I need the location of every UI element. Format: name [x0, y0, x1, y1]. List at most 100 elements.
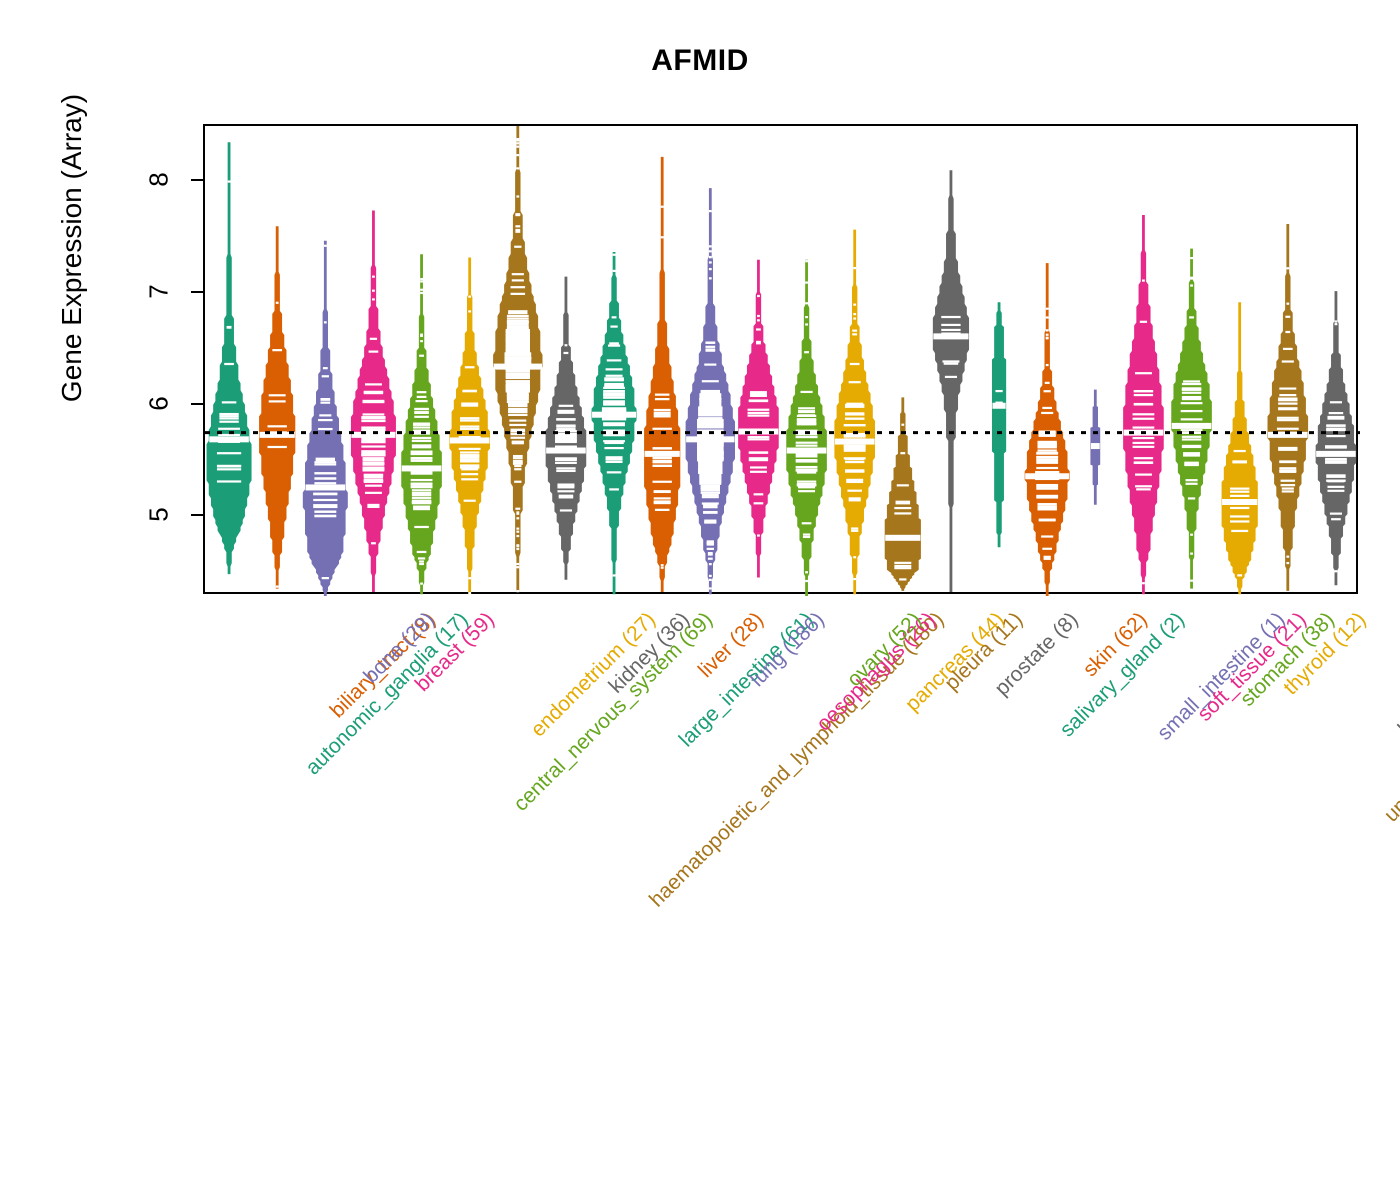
- violin-pleura[interactable]: [884, 397, 921, 591]
- observation-tick: [795, 429, 818, 432]
- observation-tick: [849, 362, 860, 366]
- observation-tick: [318, 427, 333, 431]
- observation-tick: [708, 574, 712, 577]
- violin-endometrium[interactable]: [449, 257, 490, 595]
- violin-stomach[interactable]: [1171, 248, 1212, 589]
- observation-tick: [1142, 582, 1145, 585]
- observation-tick: [314, 482, 337, 485]
- violin-skin[interactable]: [1024, 263, 1070, 596]
- observation-tick: [416, 550, 427, 554]
- violin-upper_aerodigestive_tract[interactable]: [1267, 223, 1309, 591]
- violin-salivary_gland[interactable]: [991, 302, 1007, 548]
- observation-tick: [805, 323, 808, 326]
- observation-tick: [1036, 483, 1059, 487]
- observation-tick: [314, 461, 337, 464]
- violin-large_intestine[interactable]: [591, 251, 637, 595]
- median-marker: [546, 447, 586, 454]
- observation-tick: [512, 457, 523, 460]
- observation-tick: [796, 422, 817, 426]
- observation-tick: [708, 277, 712, 280]
- observation-tick: [1325, 461, 1347, 464]
- observation-tick: [697, 423, 724, 427]
- observation-tick: [995, 389, 1003, 393]
- observation-tick: [697, 446, 724, 449]
- observation-tick: [557, 490, 575, 493]
- observation-tick: [609, 488, 619, 491]
- observation-tick: [557, 486, 575, 489]
- observation-tick: [603, 396, 625, 399]
- observation-tick: [410, 450, 433, 453]
- observation-tick: [698, 409, 723, 412]
- observation-tick: [361, 419, 386, 423]
- observation-tick: [652, 464, 672, 467]
- observation-tick: [511, 442, 524, 445]
- violin-body: [302, 240, 348, 596]
- violin-urinary_tract[interactable]: [1315, 291, 1357, 586]
- observation-tick: [413, 429, 431, 432]
- observation-tick: [1285, 330, 1291, 334]
- observation-tick: [1278, 397, 1298, 400]
- observation-tick: [411, 436, 432, 440]
- observation-tick: [1181, 444, 1202, 448]
- observation-tick: [313, 498, 338, 502]
- observation-tick: [753, 502, 764, 505]
- y-tick-mark: [191, 290, 203, 293]
- violin-small_intestine[interactable]: [1090, 389, 1101, 505]
- observation-tick: [555, 435, 577, 438]
- observation-tick: [845, 403, 865, 407]
- observation-tick: [506, 400, 529, 404]
- observation-tick: [362, 400, 385, 404]
- x-tick-label-autonomic_ganglia[interactable]: autonomic_ganglia (17): [301, 608, 473, 780]
- violin-thyroid[interactable]: [1221, 302, 1258, 595]
- violin-ovary[interactable]: [786, 259, 827, 596]
- observation-tick: [505, 376, 530, 380]
- observation-tick: [847, 489, 862, 492]
- observation-tick: [601, 408, 627, 411]
- violin-lung[interactable]: [685, 188, 736, 595]
- observation-tick: [318, 418, 333, 422]
- observation-tick: [1043, 557, 1051, 560]
- violin-haematopoietic_and_lymphoid_tissue[interactable]: [493, 126, 543, 593]
- observation-tick: [464, 366, 475, 369]
- observation-tick: [845, 417, 865, 420]
- violin-soft_tissue[interactable]: [1123, 215, 1164, 595]
- observation-tick: [505, 390, 530, 393]
- violin-breast[interactable]: [350, 210, 396, 593]
- observation-tick: [510, 433, 526, 436]
- observation-tick: [321, 577, 329, 580]
- violin-body: [259, 226, 296, 589]
- observation-tick: [700, 489, 720, 492]
- x-tick-label-urinary_tract[interactable]: urinary_tract (27): [1390, 608, 1400, 738]
- violin-liver[interactable]: [644, 156, 681, 593]
- observation-tick: [603, 400, 625, 403]
- violin-oesophagus[interactable]: [738, 259, 779, 578]
- observation-tick: [801, 522, 812, 525]
- observation-tick: [369, 337, 378, 340]
- violin-biliary_tract[interactable]: [259, 226, 296, 589]
- observation-tick: [313, 504, 338, 507]
- violin-body: [1315, 291, 1357, 586]
- plot-area: 5 6 7 8: [144, 124, 1360, 596]
- observation-tick: [698, 460, 723, 464]
- violin-kidney[interactable]: [545, 276, 587, 580]
- violin-central_nervous_system[interactable]: [401, 254, 442, 595]
- violin-pancreas[interactable]: [834, 229, 875, 595]
- observation-tick: [460, 454, 480, 457]
- observation-tick: [1036, 459, 1059, 462]
- observation-tick: [795, 459, 818, 462]
- observation-tick: [313, 493, 338, 496]
- observation-tick: [612, 253, 616, 256]
- violin-prostate[interactable]: [932, 170, 970, 593]
- median-marker: [686, 436, 735, 443]
- chart-title: AFMID: [651, 44, 749, 77]
- violin-bone[interactable]: [302, 240, 348, 596]
- observation-tick: [603, 393, 625, 396]
- observation-tick: [216, 480, 242, 483]
- observation-tick: [514, 245, 522, 248]
- observation-tick: [1045, 333, 1049, 336]
- observation-tick: [410, 486, 433, 489]
- observation-tick: [516, 534, 520, 538]
- observation-tick: [1037, 445, 1057, 448]
- observation-tick: [846, 402, 864, 405]
- violin-autonomic_ganglia[interactable]: [206, 142, 252, 575]
